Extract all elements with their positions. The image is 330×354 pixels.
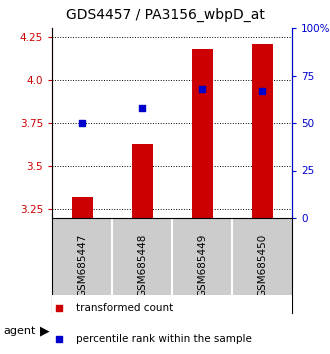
Text: control: control xyxy=(212,324,252,337)
Text: GDS4457 / PA3156_wbpD_at: GDS4457 / PA3156_wbpD_at xyxy=(66,8,264,22)
Bar xyxy=(191,49,213,218)
Point xyxy=(56,305,62,311)
Bar xyxy=(72,197,92,218)
Text: transformed count: transformed count xyxy=(76,303,173,313)
Text: percentile rank within the sample: percentile rank within the sample xyxy=(76,334,252,344)
Text: GSM685449: GSM685449 xyxy=(197,234,207,297)
Point xyxy=(199,86,205,92)
Point xyxy=(259,88,265,93)
Text: protoanemonin: protoanemonin xyxy=(67,324,157,337)
Point xyxy=(139,105,145,111)
Text: GSM685450: GSM685450 xyxy=(257,234,267,297)
Bar xyxy=(131,144,152,218)
Text: ▶: ▶ xyxy=(40,324,50,337)
Text: GSM685447: GSM685447 xyxy=(77,234,87,297)
Point xyxy=(79,120,84,126)
Point xyxy=(56,336,62,342)
Text: GSM685448: GSM685448 xyxy=(137,234,147,297)
Text: agent: agent xyxy=(3,325,36,336)
Bar xyxy=(172,315,292,346)
Bar xyxy=(251,44,273,218)
Bar xyxy=(52,315,172,346)
